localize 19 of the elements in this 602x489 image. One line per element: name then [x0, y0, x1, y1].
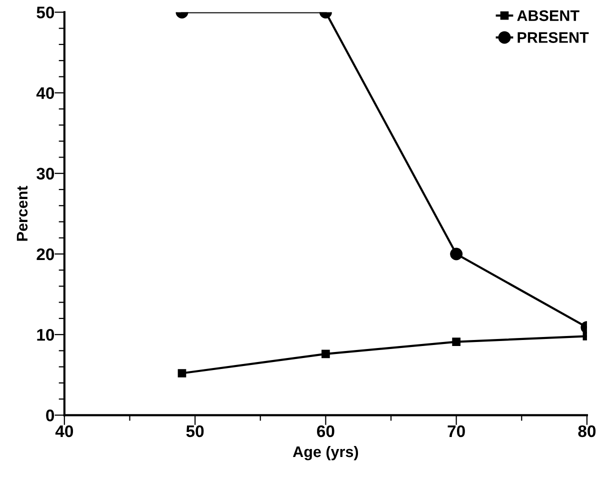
y-tick-label: 30 [36, 168, 54, 180]
y-axis-title: Percent [16, 186, 28, 241]
point [452, 338, 460, 346]
y-tick-label: 20 [36, 248, 54, 260]
x-tick-label: 50 [186, 425, 204, 438]
x-axis-title: Age (yrs) [292, 446, 358, 460]
y-tick-label: 0 [46, 410, 54, 422]
legend-label: ABSENT [517, 10, 580, 22]
x-tick-label: 70 [448, 425, 465, 438]
point [178, 369, 186, 378]
x-tick-label: 60 [317, 425, 334, 438]
x-tick-label: 80 [578, 425, 596, 438]
y-tick-label: 40 [36, 87, 54, 100]
point [450, 248, 463, 260]
legend-label: PRESENT [518, 32, 589, 43]
y-tick-label: 50 [36, 6, 54, 18]
point [322, 350, 330, 358]
x-tick-label: 40 [55, 425, 73, 438]
y-tick-label: 10 [37, 328, 54, 341]
